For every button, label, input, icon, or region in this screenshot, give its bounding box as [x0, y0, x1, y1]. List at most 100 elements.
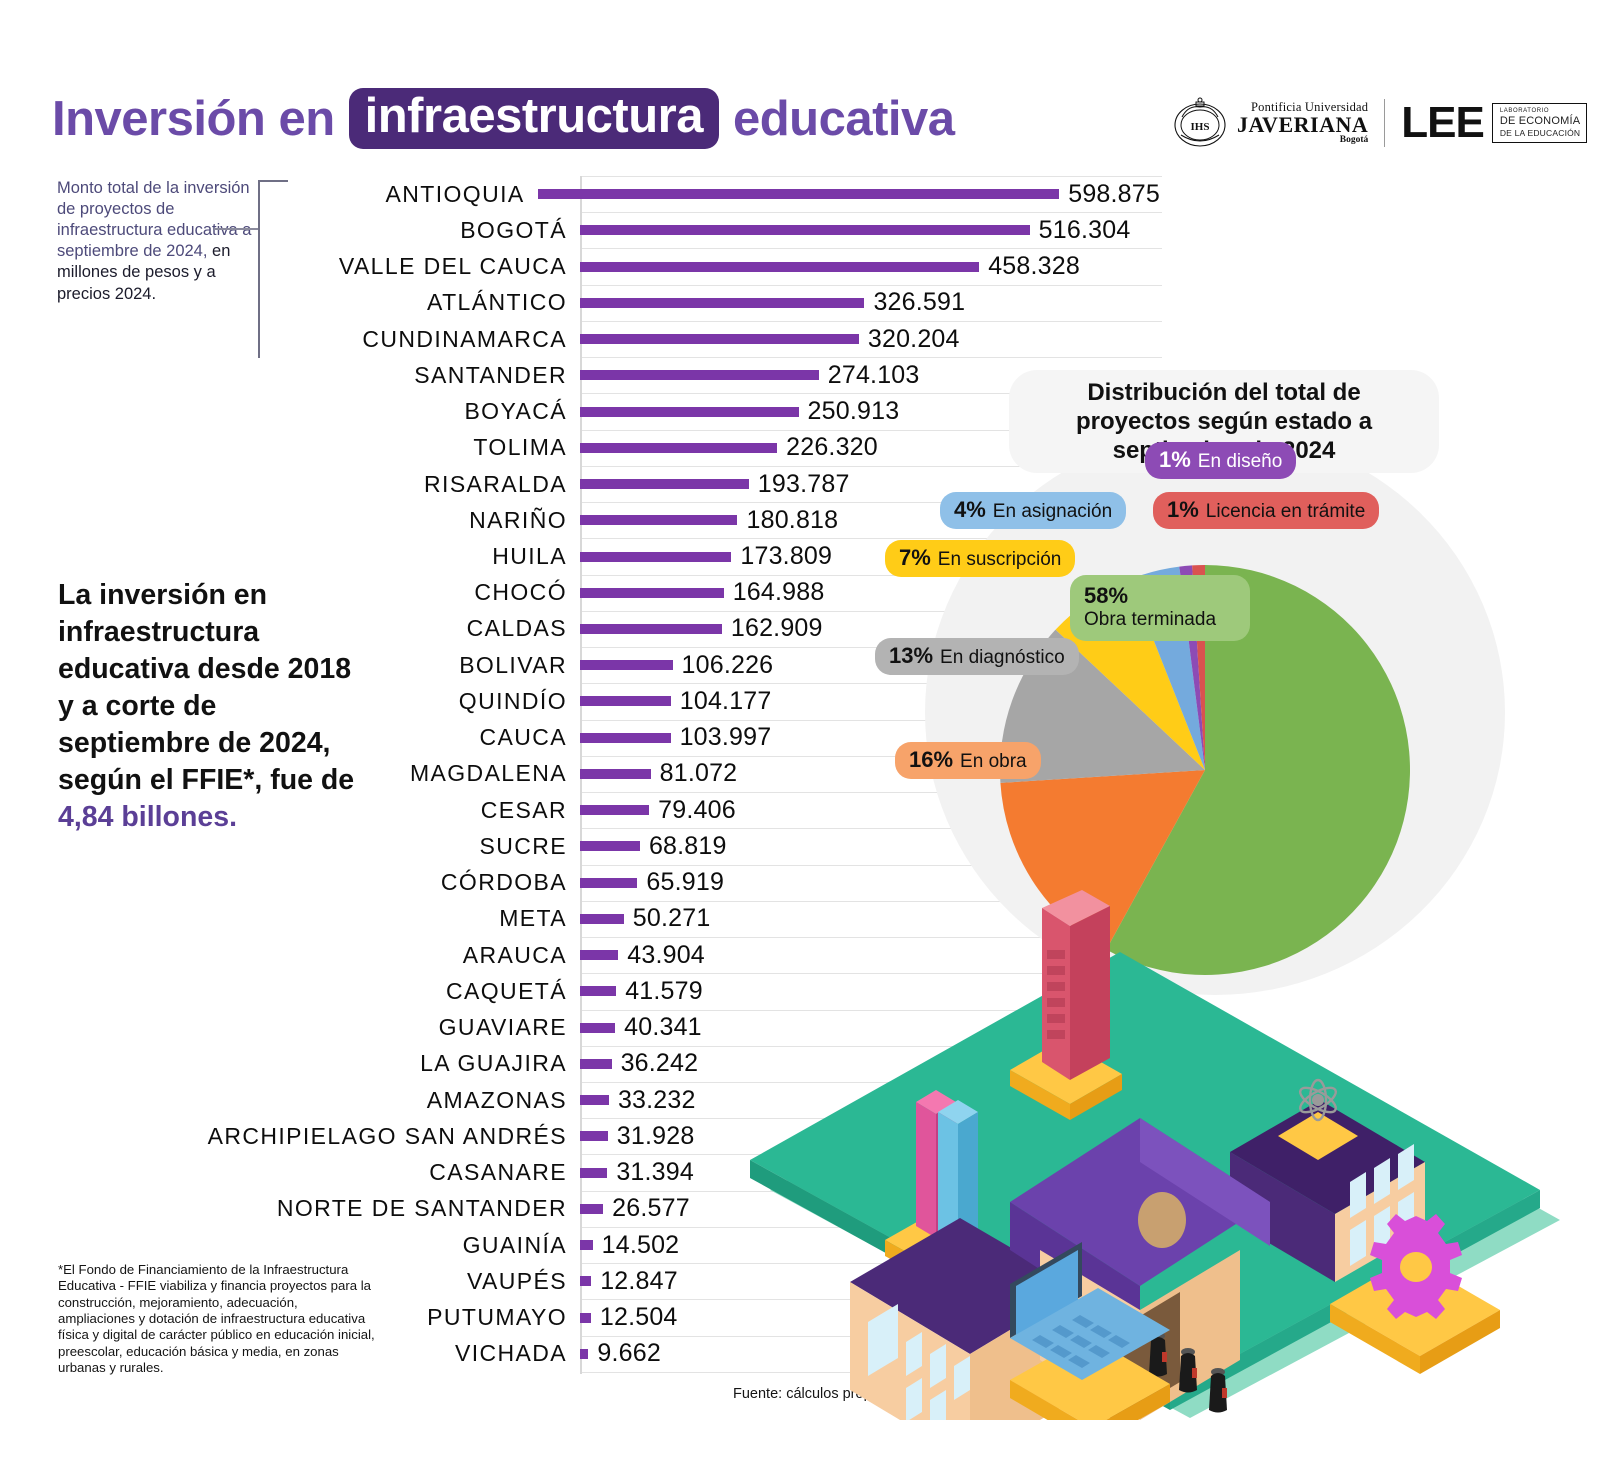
bar-value-label: 36.242 — [620, 1049, 699, 1078]
grid-line — [582, 719, 1162, 721]
bar-value-label: 320.204 — [867, 324, 960, 353]
bar-category-label: RISARALDA — [424, 470, 567, 497]
grid-line — [582, 502, 1162, 504]
grid-line — [582, 429, 1162, 431]
bar-value-label: 104.177 — [679, 686, 772, 715]
pie-slice-percent: 1% — [1159, 447, 1191, 472]
bar-fill — [580, 551, 732, 562]
grid-line — [582, 574, 1162, 576]
pie-slice-percent: 1% — [1167, 497, 1199, 522]
bar-track: 598.875 — [537, 176, 1160, 212]
bar-category-label: CESAR — [480, 796, 567, 823]
grid-line — [582, 900, 1162, 902]
bar-category-label: VALLE DEL CAUCA — [338, 253, 567, 280]
bar-value-label: 26.577 — [612, 1194, 690, 1223]
bar-value-label: 68.819 — [648, 831, 727, 860]
grid-line — [582, 610, 1162, 612]
grid-line — [582, 683, 1162, 685]
table-row: ANTIOQUIA 598.875 — [150, 176, 1160, 212]
bar-fill — [580, 877, 638, 888]
pie-slice-name: En diagnóstico — [940, 647, 1065, 668]
bar-value-label: 50.271 — [632, 904, 711, 933]
javeriana-crest-icon: IHS — [1172, 95, 1228, 151]
grid-line — [582, 973, 1162, 975]
pie-slice-label: 7% En suscripción — [885, 540, 1076, 577]
bar-category-label: PUTUMAYO — [427, 1304, 567, 1331]
grid-line — [582, 792, 1162, 794]
pie-chart-panel: Distribución del total de proyectos segú… — [875, 370, 1525, 995]
grid-line — [582, 864, 1162, 866]
table-row: PUTUMAYO 12.504 — [150, 1299, 1160, 1335]
table-row: CALDAS 162.909 — [150, 611, 1160, 647]
bar-track: 36.242 — [580, 1046, 698, 1082]
bar-category-label: QUINDÍO — [458, 687, 567, 714]
bar-fill — [580, 587, 724, 598]
bar-track: 193.787 — [580, 466, 850, 502]
table-row: NARIÑO 180.818 — [150, 502, 1160, 538]
bar-category-label: CUNDINAMARCA — [362, 325, 567, 352]
bar-category-label: NORTE DE SANTANDER — [276, 1195, 567, 1222]
table-row: QUINDÍO 104.177 — [150, 683, 1160, 719]
bar-fill — [580, 660, 673, 671]
bar-track: 68.819 — [580, 828, 727, 864]
table-row: BOYACÁ 250.913 — [150, 393, 1160, 429]
bar-fill — [580, 479, 749, 490]
bar-fill — [580, 1131, 608, 1142]
book2-spine — [938, 1112, 958, 1246]
bar-fill — [580, 370, 819, 381]
lee-logo: LEE LABORATORIO DE ECONOMÍA DE LA EDUCAC… — [1401, 98, 1588, 148]
bar-category-label: AMAZONAS — [426, 1086, 567, 1113]
graduate-figure-2 — [1179, 1348, 1197, 1393]
grid-line — [582, 212, 1162, 214]
calculator-top — [1042, 890, 1110, 926]
bar-fill — [580, 1312, 591, 1323]
lee-wordmark: LEE — [1401, 98, 1485, 147]
bar-track: 164.988 — [580, 575, 824, 611]
bar-fill — [580, 1167, 608, 1178]
svg-text:IHS: IHS — [1191, 121, 1210, 133]
bar-value-label: 274.103 — [827, 360, 920, 389]
pie-slice — [1106, 565, 1410, 975]
bar-fill — [580, 334, 859, 345]
bar-fill — [580, 1058, 612, 1069]
bar-track: 180.818 — [580, 502, 838, 538]
pie-slice-percent: 7% — [899, 545, 931, 570]
table-row: RISARALDA 193.787 — [150, 466, 1160, 502]
pie-slice-percent: 13% — [889, 643, 934, 668]
table-row: LA GUAJIRA 36.242 — [150, 1046, 1160, 1082]
bar-track: 12.847 — [580, 1263, 678, 1299]
left-wing-windows — [868, 1304, 970, 1434]
bar-value-label: 65.919 — [646, 868, 725, 897]
table-row: ARCHIPIELAGO SAN ANDRÉS 31.928 — [150, 1118, 1160, 1154]
bar-category-label: NARIÑO — [469, 506, 567, 533]
bar-value-label: 33.232 — [617, 1085, 696, 1114]
calculator-pedestal-side — [1010, 1070, 1070, 1120]
table-row: CASANARE 31.394 — [150, 1154, 1160, 1190]
bar-track: 173.809 — [580, 538, 832, 574]
table-row: META 50.271 — [150, 901, 1160, 937]
bar-value-label: 14.502 — [601, 1230, 680, 1259]
bar-category-label: CALDAS — [466, 615, 567, 642]
grid-line — [582, 393, 1162, 395]
lead-paragraph: La inversión en infraestructura educativ… — [58, 577, 358, 836]
bar-value-label: 106.226 — [681, 650, 774, 679]
bar-track: 104.177 — [580, 683, 772, 719]
bar-value-label: 173.809 — [740, 542, 833, 570]
grid-line — [582, 465, 1162, 467]
table-row: BOGOTÁ 516.304 — [150, 212, 1160, 248]
bar-value-label: 40.341 — [624, 1013, 702, 1042]
bar-fill — [580, 950, 619, 961]
bar-track: 226.320 — [580, 430, 878, 466]
bar-track: 41.579 — [580, 973, 703, 1009]
bar-category-label: HUILA — [492, 543, 567, 569]
table-row: NORTE DE SANTANDER 26.577 — [150, 1191, 1160, 1227]
calculator-pedestal-side2 — [1070, 1074, 1122, 1120]
bar-track: 40.341 — [580, 1010, 702, 1046]
grid-line — [582, 828, 1162, 830]
bar-fill — [537, 189, 1060, 200]
javeriana-wordmark: Pontificia Universidad JAVERIANA Bogotá — [1237, 101, 1368, 145]
bar-value-label: 180.818 — [746, 505, 839, 534]
pie-slice-label: 1% En diseño — [1145, 442, 1297, 479]
table-row: TOLIMA 226.320 — [150, 430, 1160, 466]
bar-value-label: 250.913 — [807, 397, 900, 426]
